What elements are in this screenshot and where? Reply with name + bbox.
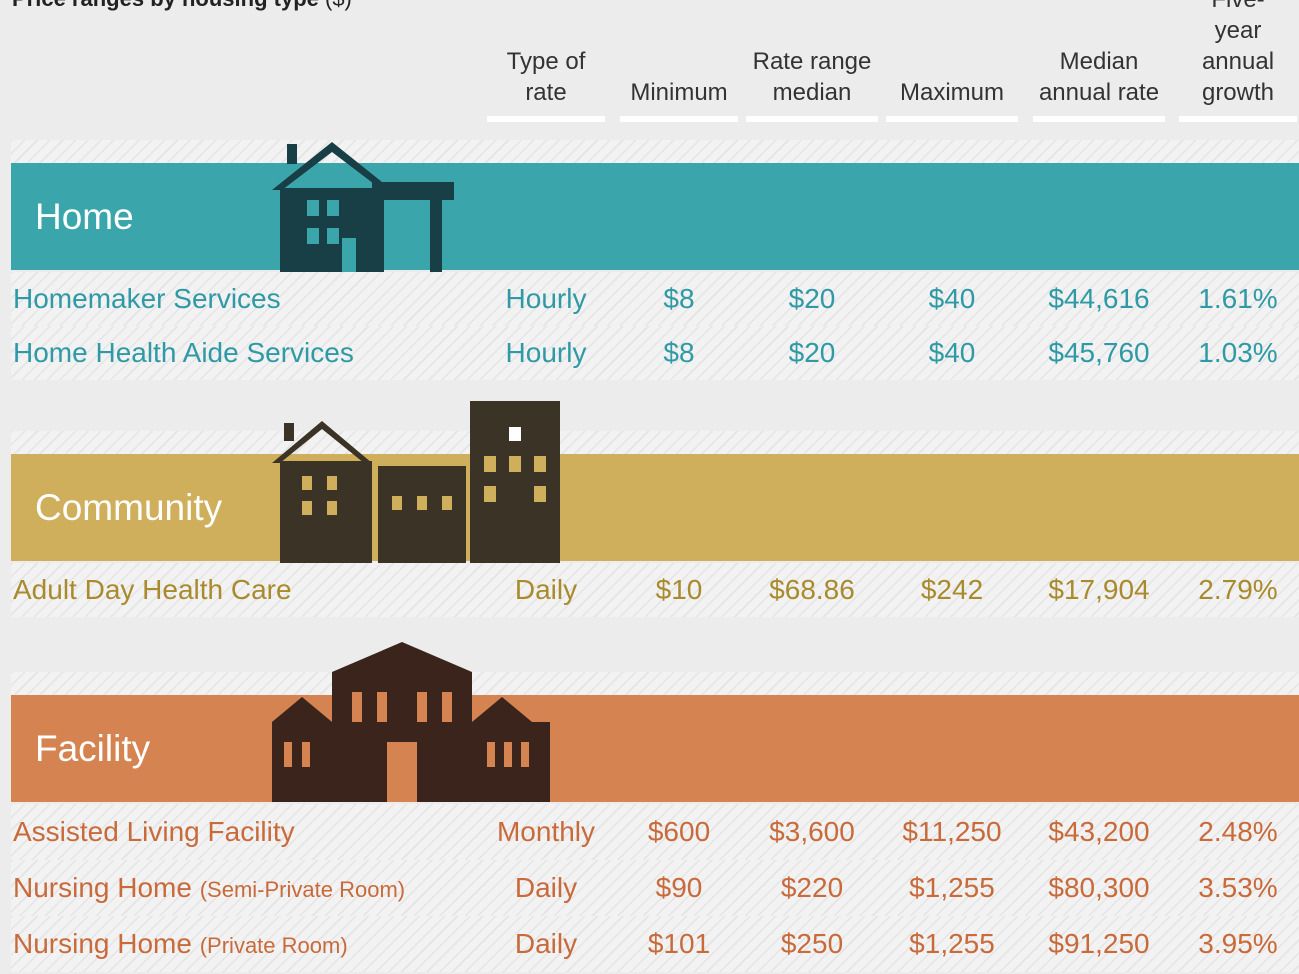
cell: $8 — [663, 337, 695, 368]
cell: $45,760 — [1048, 337, 1150, 368]
row-name-text: Homemaker Services — [13, 283, 281, 314]
cell: 3.95% — [1198, 928, 1278, 959]
cell: $91,250 — [1048, 928, 1150, 959]
row-name-text: Home Health Aide Services — [13, 337, 354, 368]
cell: $242 — [920, 574, 984, 605]
cell: $600 — [647, 816, 711, 847]
section-label: Facility — [35, 727, 151, 769]
section-band: Community — [11, 454, 1299, 561]
column-header-text: Median annual rate — [1038, 48, 1160, 106]
cell: Hourly — [505, 337, 587, 368]
cell: 2.79% — [1198, 574, 1278, 605]
cell: Daily — [514, 872, 578, 903]
cell: $68.86 — [769, 574, 855, 605]
cell: Daily — [514, 928, 578, 959]
row-note: (Semi-Private Room) — [199, 877, 406, 902]
section-band: Facility — [11, 695, 1299, 802]
row-name: Assisted Living Facility — [13, 816, 295, 848]
cell: Hourly — [505, 283, 587, 314]
cell: $17,904 — [1048, 574, 1150, 605]
table-row: Homemaker Services Hourly $8 $20 $40 $44,616 1… — [11, 272, 1299, 326]
cell: $1,255 — [909, 928, 995, 959]
cell: $250 — [780, 928, 844, 959]
section-label: Home — [35, 195, 134, 237]
cell: 1.03% — [1198, 337, 1278, 368]
section-label: Community — [35, 486, 223, 528]
row-name: Adult Day Health Care — [13, 574, 292, 606]
column-header: Median annual rate — [1033, 10, 1165, 122]
hatch-strip — [11, 431, 1299, 454]
cell: $220 — [780, 872, 844, 903]
row-name-text: Adult Day Health Care — [13, 574, 292, 605]
column-header: Type of rate — [487, 10, 605, 122]
facility-icon — [272, 642, 550, 802]
column-header: Rate range median — [746, 10, 878, 122]
row-name: Nursing Home (Semi-Private Room) — [13, 872, 405, 904]
cell: $80,300 — [1048, 872, 1150, 903]
column-header-text: Maximum — [899, 79, 1004, 106]
hatch-strip — [11, 672, 1299, 695]
home-icon — [272, 142, 454, 272]
community-icon — [272, 401, 560, 566]
cell: $10 — [655, 574, 703, 605]
column-header-text: Rate range median — [752, 48, 872, 106]
row-name: Home Health Aide Services — [13, 337, 354, 369]
cell: $3,600 — [769, 816, 855, 847]
section-band: Home — [11, 163, 1299, 270]
cell: $8 — [663, 283, 695, 314]
cell: $20 — [788, 337, 836, 368]
cell: $44,616 — [1048, 283, 1150, 314]
cell: 3.53% — [1198, 872, 1278, 903]
table-row: Adult Day Health Care Daily $10 $68.86 $242 $… — [11, 563, 1299, 617]
hatch-strip — [11, 140, 1299, 163]
column-header-text: Five-year annual growth — [1201, 0, 1275, 106]
column-header: Minimum — [620, 10, 738, 122]
section-icon — [272, 642, 552, 807]
cell: $90 — [655, 872, 703, 903]
row-name-text: Nursing Home — [13, 928, 192, 959]
row-note: (Private Room) — [199, 933, 348, 958]
table-row: Assisted Living Facility Monthly $600 $3,60… — [11, 804, 1299, 860]
cell: Monthly — [496, 816, 596, 847]
row-name: Nursing Home (Private Room) — [13, 928, 348, 960]
column-header-text: Type of rate — [506, 48, 586, 106]
cell: 2.48% — [1198, 816, 1278, 847]
section-icon — [272, 401, 572, 571]
cell: $1,255 — [909, 872, 995, 903]
row-name-text: Assisted Living Facility — [13, 816, 295, 847]
column-header-text: Minimum — [630, 79, 728, 106]
cell: $40 — [928, 337, 976, 368]
cell: $11,250 — [902, 816, 1002, 847]
column-header: Five-year annual growth — [1179, 0, 1297, 122]
section-icon — [272, 142, 462, 277]
table-row: Nursing Home (Semi-Private Room) Daily $90… — [11, 860, 1299, 916]
cell: $40 — [928, 283, 976, 314]
cell: $43,200 — [1048, 816, 1150, 847]
row-name-text: Nursing Home — [13, 872, 192, 903]
cell: Daily — [514, 574, 578, 605]
column-header: Maximum — [886, 10, 1018, 122]
table-row: Nursing Home (Private Room) Daily $101 $250… — [11, 916, 1299, 972]
title: Price ranges by housing type ($) — [12, 0, 352, 12]
cell: $20 — [788, 283, 836, 314]
cell: 1.61% — [1198, 283, 1278, 314]
row-name: Homemaker Services — [13, 283, 281, 315]
cell: $101 — [647, 928, 711, 959]
table-row: Home Health Aide Services Hourly $8 $20 $40 $… — [11, 326, 1299, 380]
